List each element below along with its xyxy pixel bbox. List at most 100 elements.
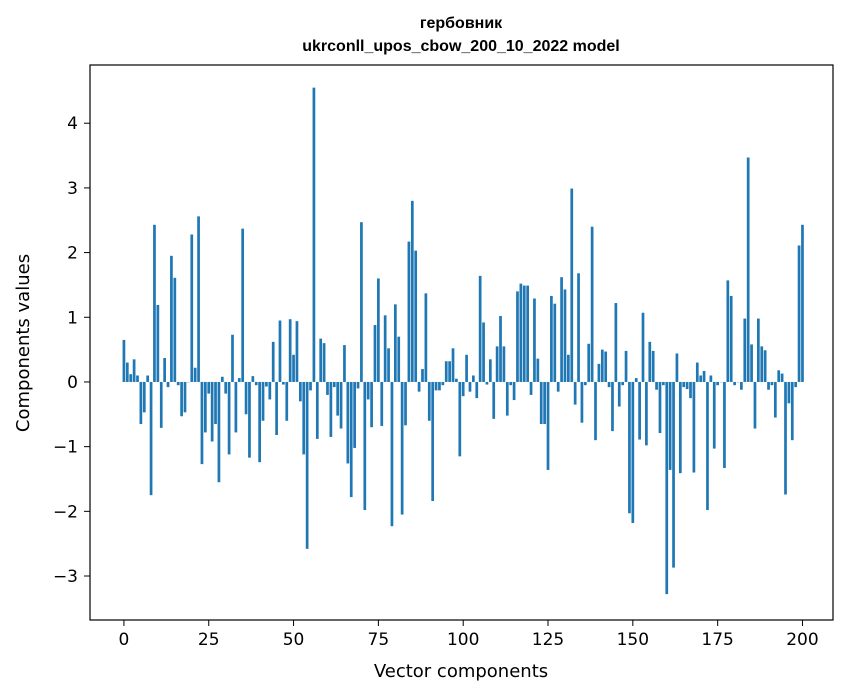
bar-component-62	[332, 381, 336, 388]
bar-component-187	[757, 318, 760, 382]
bar-component-184	[746, 157, 750, 382]
x-tick-label: 175	[701, 630, 733, 650]
bar-component-119	[526, 285, 530, 382]
bar-component-82	[400, 381, 404, 515]
bar-component-160	[665, 381, 669, 595]
bar-component-116	[516, 291, 519, 382]
x-tick-label: 75	[368, 630, 390, 650]
bar-component-189	[763, 350, 767, 382]
bar-component-142	[604, 351, 608, 382]
bar-component-97	[451, 348, 455, 382]
bar-component-1	[125, 362, 129, 382]
bar-component-90	[427, 381, 431, 421]
bar-component-190	[767, 381, 770, 390]
bar-component-89	[424, 293, 428, 382]
bar-component-195	[784, 381, 787, 495]
bar-component-109	[492, 381, 496, 419]
bar-component-45	[275, 381, 278, 435]
bar-component-136	[583, 381, 587, 386]
bar-component-49	[288, 319, 292, 382]
bar-component-126	[550, 295, 553, 382]
bar-component-200	[801, 224, 804, 382]
bar-component-196	[787, 381, 791, 404]
bar-component-193	[777, 370, 781, 382]
bar-component-164	[678, 381, 682, 474]
bar-component-162	[672, 381, 675, 568]
bar-component-155	[648, 341, 652, 382]
bar-component-183	[743, 318, 747, 382]
bar-component-4	[136, 375, 139, 382]
bar-component-104	[475, 381, 479, 399]
x-tick-label: 0	[119, 630, 130, 650]
bar-component-57	[315, 381, 319, 439]
bar-component-120	[529, 381, 533, 395]
y-axis-label: Components values	[13, 254, 34, 432]
bar-component-100	[461, 381, 465, 397]
bar-component-166	[685, 381, 689, 390]
bar-component-96	[448, 361, 451, 382]
bar-component-26	[210, 381, 214, 442]
bar-component-29	[220, 376, 224, 382]
bar-component-53	[302, 381, 306, 455]
bar-component-159	[662, 381, 665, 386]
bar-component-137	[587, 343, 591, 382]
bar-component-199	[797, 245, 801, 382]
bar-component-79	[390, 381, 394, 527]
bar-component-124	[543, 381, 546, 425]
bar-component-163	[675, 353, 679, 382]
bar-component-103	[472, 375, 475, 382]
bar-component-74	[373, 325, 377, 382]
y-tick-label: 4	[67, 114, 78, 134]
bar-component-33	[234, 381, 238, 433]
bar-component-147	[621, 381, 625, 386]
bar-component-54	[305, 381, 309, 549]
bar-component-94	[441, 381, 445, 386]
bar-component-31	[227, 381, 231, 455]
bar-component-172	[706, 381, 709, 511]
bar-component-23	[200, 381, 204, 465]
y-tick-label: 2	[67, 244, 78, 264]
bar-component-76	[380, 381, 384, 426]
bar-component-182	[740, 381, 743, 390]
bar-component-127	[553, 303, 557, 382]
bar-component-143	[607, 381, 611, 388]
bar-component-66	[346, 381, 350, 464]
bar-component-192	[773, 381, 777, 418]
bar-component-133	[573, 381, 577, 405]
bar-component-169	[695, 362, 699, 382]
x-tick-label: 125	[532, 630, 564, 650]
chart-subtitle: ukrconll_upos_cbow_200_10_2022 model	[302, 38, 619, 55]
bar-component-188	[760, 346, 764, 382]
bar-component-6	[142, 381, 146, 413]
bar-component-5	[139, 381, 143, 425]
bar-component-15	[173, 277, 177, 382]
bar-component-65	[343, 345, 346, 382]
bar-component-87	[417, 381, 421, 392]
bar-component-73	[370, 381, 373, 428]
bar-component-0	[122, 339, 126, 382]
bar-component-78	[387, 348, 390, 382]
bar-component-59	[322, 343, 326, 382]
bar-component-154	[645, 381, 648, 446]
y-tick-label: 1	[67, 308, 78, 328]
bar-component-171	[702, 370, 706, 382]
bar-component-168	[692, 381, 696, 473]
plot-frame	[89, 64, 834, 621]
bar-component-174	[712, 381, 716, 449]
y-tick-label: 0	[67, 373, 78, 393]
bar-component-139	[594, 381, 597, 441]
bar-component-80	[393, 304, 397, 382]
bar-component-8	[149, 381, 153, 496]
bar-component-150	[631, 381, 635, 523]
x-axis-label: Vector components	[374, 661, 548, 682]
bar-component-122	[536, 358, 540, 382]
bar-component-170	[699, 375, 703, 382]
bar-component-51	[295, 321, 299, 382]
bar-component-27	[214, 381, 217, 425]
bar-component-185	[750, 344, 753, 382]
x-tick-label: 50	[283, 630, 305, 650]
bar-component-145	[614, 303, 618, 382]
bar-component-114	[509, 381, 513, 386]
bar-component-151	[634, 378, 638, 382]
bar-component-191	[770, 381, 774, 386]
